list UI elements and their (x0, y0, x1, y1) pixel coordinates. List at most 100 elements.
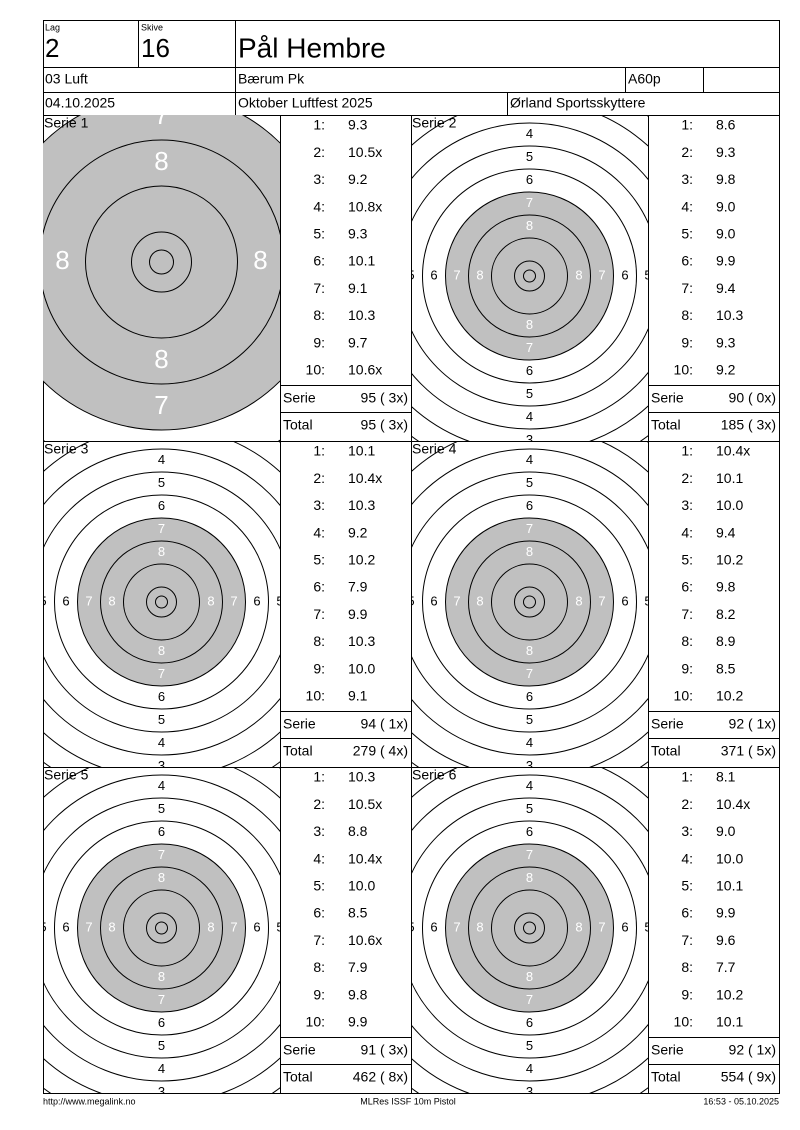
shot-number: 3: (681, 497, 693, 513)
shot-number: 10: (674, 1014, 693, 1030)
shot-number: 10: (674, 688, 693, 704)
shot-number: 10: (674, 362, 693, 378)
shot-number: 6: (681, 253, 693, 269)
shot-number: 6: (681, 905, 693, 921)
target-ring (54, 494, 269, 710)
shot-score: 10.1 (716, 1014, 743, 1030)
ring-label: 6 (62, 593, 69, 608)
ring-label: 7 (598, 593, 605, 608)
shot-number: 1: (681, 117, 693, 133)
ring-label: 4 (526, 778, 533, 793)
ring-label: 6 (526, 363, 533, 378)
shot-score: 10.3 (348, 769, 375, 785)
ring-label: 8 (158, 969, 165, 984)
ring-label: 7 (154, 390, 168, 420)
shot-score: 8.8 (348, 823, 368, 839)
shot-number: 2: (313, 796, 325, 812)
serie-result: 91 ( 3x) (361, 1042, 408, 1058)
shot-score: 9.9 (348, 1014, 368, 1030)
target-ring (43, 115, 280, 431)
shot-number: 8: (313, 307, 325, 323)
total-result: 371 ( 5x) (721, 743, 776, 759)
ring-label: 8 (476, 593, 483, 608)
shot-number: 9: (681, 660, 693, 676)
ring-label: 7 (9, 245, 23, 275)
shot-score: 10.3 (348, 633, 375, 649)
shooter-name: Pål Hembre (238, 32, 386, 63)
shot-number: 7: (681, 280, 693, 296)
shot-score: 9.2 (348, 524, 368, 540)
ring-label: 3 (158, 755, 165, 770)
ring-label: 7 (299, 245, 313, 275)
shot-score: 10.1 (348, 253, 375, 269)
target-ring (514, 912, 545, 944)
ring-label: 6 (526, 824, 533, 839)
skive: 16 (141, 33, 170, 63)
total-label: Total (283, 743, 313, 759)
target-ring (77, 517, 246, 687)
ring-label: 8 (154, 344, 168, 374)
ring-label: 4 (299, 593, 306, 608)
ring-label: 6 (430, 593, 437, 608)
ring-label: 6 (621, 919, 628, 934)
ring-label: 7 (526, 521, 533, 536)
target-ring (491, 237, 568, 315)
ring-label: 4 (667, 919, 674, 934)
ring-label: 8 (154, 146, 168, 176)
code: A60p (628, 71, 661, 87)
shot-score: 10.0 (716, 850, 743, 866)
target-ring (491, 563, 568, 641)
shot-number: 2: (681, 796, 693, 812)
shot-number: 5: (313, 552, 325, 568)
shot-number: 8: (681, 633, 693, 649)
ring-label: 4 (16, 593, 23, 608)
ring-label: 5 (407, 919, 414, 934)
shot-score: 10.5x (348, 796, 382, 812)
ring-label: 8 (108, 919, 115, 934)
shot-number: 7: (313, 606, 325, 622)
shot-score: 10.6x (348, 362, 382, 378)
club: Bærum Pk (238, 71, 305, 87)
target-ring (43, 471, 280, 733)
shot-score: 10.3 (716, 307, 743, 323)
shot-score: 9.9 (716, 905, 736, 921)
footer-program: MLRes ISSF 10m Pistol (360, 1096, 456, 1106)
ring-label: 8 (526, 969, 533, 984)
ring-label: 6 (526, 498, 533, 513)
ring-label: 4 (158, 1061, 165, 1076)
shot-number: 1: (681, 443, 693, 459)
target-ring (54, 820, 269, 1036)
ring-label: 8 (526, 643, 533, 658)
target-ring (411, 145, 648, 407)
shot-number: 10: (306, 688, 325, 704)
target-ring (445, 191, 614, 361)
shot-number: 9: (681, 986, 693, 1002)
ring-label: 4 (384, 919, 391, 934)
shot-score: 10.3 (348, 497, 375, 513)
target-ring (445, 843, 614, 1013)
serie-label: Serie (651, 390, 684, 406)
shot-number: 9: (681, 334, 693, 350)
shot-score: 9.4 (716, 524, 736, 540)
serie-result: 90 ( 0x) (729, 390, 776, 406)
target-ring (131, 231, 192, 293)
footer-url: http://www.megalink.no (43, 1096, 136, 1106)
series-title: Serie 6 (412, 767, 457, 783)
shot-number: 5: (681, 878, 693, 894)
shot-number: 2: (681, 470, 693, 486)
shot-score: 8.5 (348, 905, 368, 921)
serie-result: 95 ( 3x) (361, 390, 408, 406)
shot-number: 6: (313, 579, 325, 595)
target-ring (43, 448, 280, 756)
shot-score: 10.2 (348, 552, 375, 568)
shot-score: 10.4x (716, 443, 750, 459)
shot-score: 8.6 (716, 117, 736, 133)
target: 333344445555666677778888 (16, 441, 306, 767)
shot-number: 8: (681, 959, 693, 975)
ring-label: 3 (0, 919, 1, 934)
shot-number: 7: (681, 932, 693, 948)
ring-label: 4 (526, 452, 533, 467)
ring-label: 4 (158, 778, 165, 793)
ring-label: 7 (598, 267, 605, 282)
shot-score: 9.3 (348, 117, 368, 133)
